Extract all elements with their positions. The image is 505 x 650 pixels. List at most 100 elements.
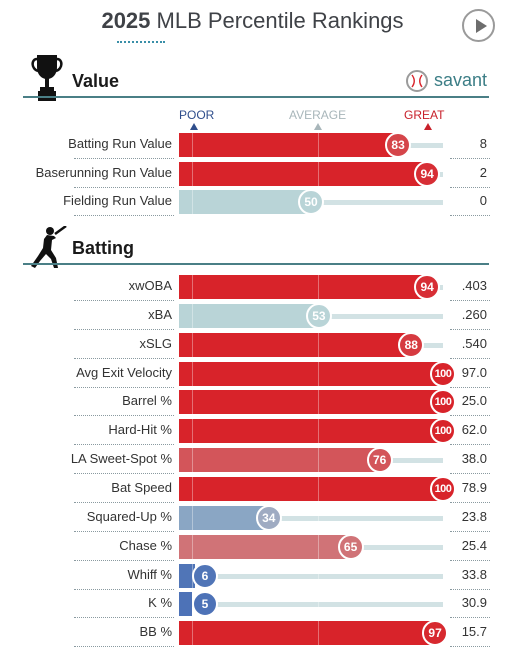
stat-value-xwoba: .403 — [461, 278, 487, 293]
scale-guide — [318, 133, 319, 157]
percentile-bubble[interactable]: 100 — [430, 389, 456, 416]
percentile-bubble[interactable]: 53 — [305, 302, 332, 329]
stat-value-squared-up: 23.8 — [461, 508, 487, 524]
value-rule — [450, 588, 490, 590]
scale-average-label: AVERAGE — [289, 108, 347, 122]
percentile-bubble[interactable]: 94 — [414, 160, 441, 187]
poor-marker-icon — [190, 123, 198, 130]
percentile-bar[interactable] — [179, 275, 428, 299]
percentile-bar[interactable] — [179, 563, 195, 588]
percentile-bubble[interactable]: 6 — [192, 562, 218, 589]
percentile-bubble[interactable]: 65 — [337, 533, 364, 560]
percentile-bar[interactable] — [179, 534, 351, 559]
metric-rule — [74, 328, 174, 330]
stat-value-la-sweet-spot: 38.0 — [461, 451, 487, 467]
percentile-bubble[interactable]: 83 — [385, 132, 412, 158]
scale-guide — [192, 448, 193, 473]
percentile-bubble[interactable]: 100 — [430, 418, 456, 445]
scale-guide — [318, 505, 319, 530]
percentile-bar[interactable] — [179, 448, 380, 473]
percentile-bubble[interactable]: 76 — [366, 447, 393, 474]
value-rule — [450, 158, 490, 159]
scale-guide — [192, 419, 193, 444]
stat-value-chase: 25.4 — [461, 537, 487, 553]
section-title-value: Value — [72, 71, 120, 91]
metric-label-hard-hit: Hard-Hit % — [108, 422, 172, 438]
percentile-track — [179, 573, 443, 579]
scale-guide — [318, 419, 319, 444]
percentile-bar[interactable] — [179, 476, 443, 501]
chart-title: 2025 MLB Percentile Rankings — [0, 8, 505, 34]
scale-guide — [318, 161, 319, 186]
percentile-bubble[interactable]: 100 — [430, 475, 456, 502]
value-rule — [450, 415, 490, 417]
stat-value-avg-exit-velocity: 97.0 — [461, 364, 487, 380]
stat-value-xba: .260 — [461, 306, 487, 322]
value-rule — [450, 386, 490, 388]
percentile-bar[interactable] — [179, 332, 412, 357]
metric-rule — [74, 617, 174, 619]
play-button[interactable] — [462, 9, 495, 42]
percentile-bubble[interactable]: 88 — [398, 331, 425, 358]
scale-guide — [192, 161, 193, 186]
scale-guide — [318, 332, 319, 357]
scale-guide — [192, 303, 193, 328]
percentile-track — [179, 515, 443, 521]
metric-rule — [74, 158, 174, 159]
play-icon — [476, 19, 487, 33]
percentile-bubble[interactable]: 5 — [192, 591, 218, 618]
percentile-bar[interactable] — [179, 303, 319, 328]
title-underline — [117, 41, 165, 43]
value-rule — [450, 300, 490, 301]
metric-rule — [74, 588, 174, 590]
average-marker-icon — [314, 123, 322, 130]
percentile-bar[interactable] — [179, 190, 311, 214]
percentile-bar[interactable] — [179, 361, 443, 386]
value-rule — [450, 617, 490, 619]
percentile-bar[interactable] — [179, 390, 443, 415]
percentile-bubble[interactable]: 100 — [430, 360, 456, 387]
title-text: MLB Percentile Rankings — [156, 8, 404, 33]
percentile-bubble[interactable]: 50 — [298, 189, 324, 215]
percentile-bar[interactable] — [179, 505, 269, 530]
metric-rule — [74, 646, 174, 648]
baseball-icon — [406, 70, 428, 92]
scale-guide — [318, 448, 319, 473]
metric-rule — [74, 300, 174, 301]
percentile-bar[interactable] — [179, 592, 193, 617]
percentile-bubble[interactable]: 34 — [255, 504, 282, 531]
metric-label-baserunning-run-value: Baserunning Run Value — [35, 164, 172, 180]
value-rule — [450, 646, 490, 648]
scale-guide — [318, 621, 319, 646]
percentile-bar[interactable] — [179, 133, 399, 157]
scale-guide — [192, 332, 193, 357]
metric-rule — [74, 444, 174, 446]
scale-guide — [192, 390, 193, 415]
batter-icon — [31, 226, 67, 268]
section-rule-batting — [23, 263, 489, 265]
value-rule — [450, 444, 490, 446]
value-rule — [450, 186, 490, 188]
percentile-bubble[interactable]: 94 — [414, 274, 441, 300]
metric-label-whiff: Whiff % — [127, 566, 172, 582]
percentile-bubble[interactable]: 97 — [422, 620, 449, 647]
title-year: 2025 — [101, 8, 151, 33]
metric-label-bb: BB % — [139, 624, 172, 640]
section-title-batting: Batting — [72, 238, 134, 258]
metric-label-fielding-run-value: Fielding Run Value — [63, 193, 172, 208]
percentile-bar[interactable] — [179, 161, 428, 186]
metric-label-k: K % — [148, 595, 172, 611]
metric-label-barrel: Barrel % — [122, 393, 172, 409]
metric-label-xba: xBA — [148, 306, 172, 322]
stat-value-fielding-run-value: 0 — [479, 193, 487, 208]
metric-label-bat-speed: Bat Speed — [111, 479, 172, 495]
metric-label-xwoba: xwOBA — [128, 278, 172, 293]
stat-value-hard-hit: 62.0 — [461, 422, 487, 438]
metric-rule — [74, 186, 174, 188]
scale-guide — [192, 505, 193, 530]
scale-guide — [318, 563, 319, 588]
metric-label-la-sweet-spot: LA Sweet-Spot % — [70, 451, 172, 467]
percentile-bar[interactable] — [179, 621, 436, 646]
savant-label: savant — [434, 70, 488, 90]
percentile-bar[interactable] — [179, 419, 443, 444]
